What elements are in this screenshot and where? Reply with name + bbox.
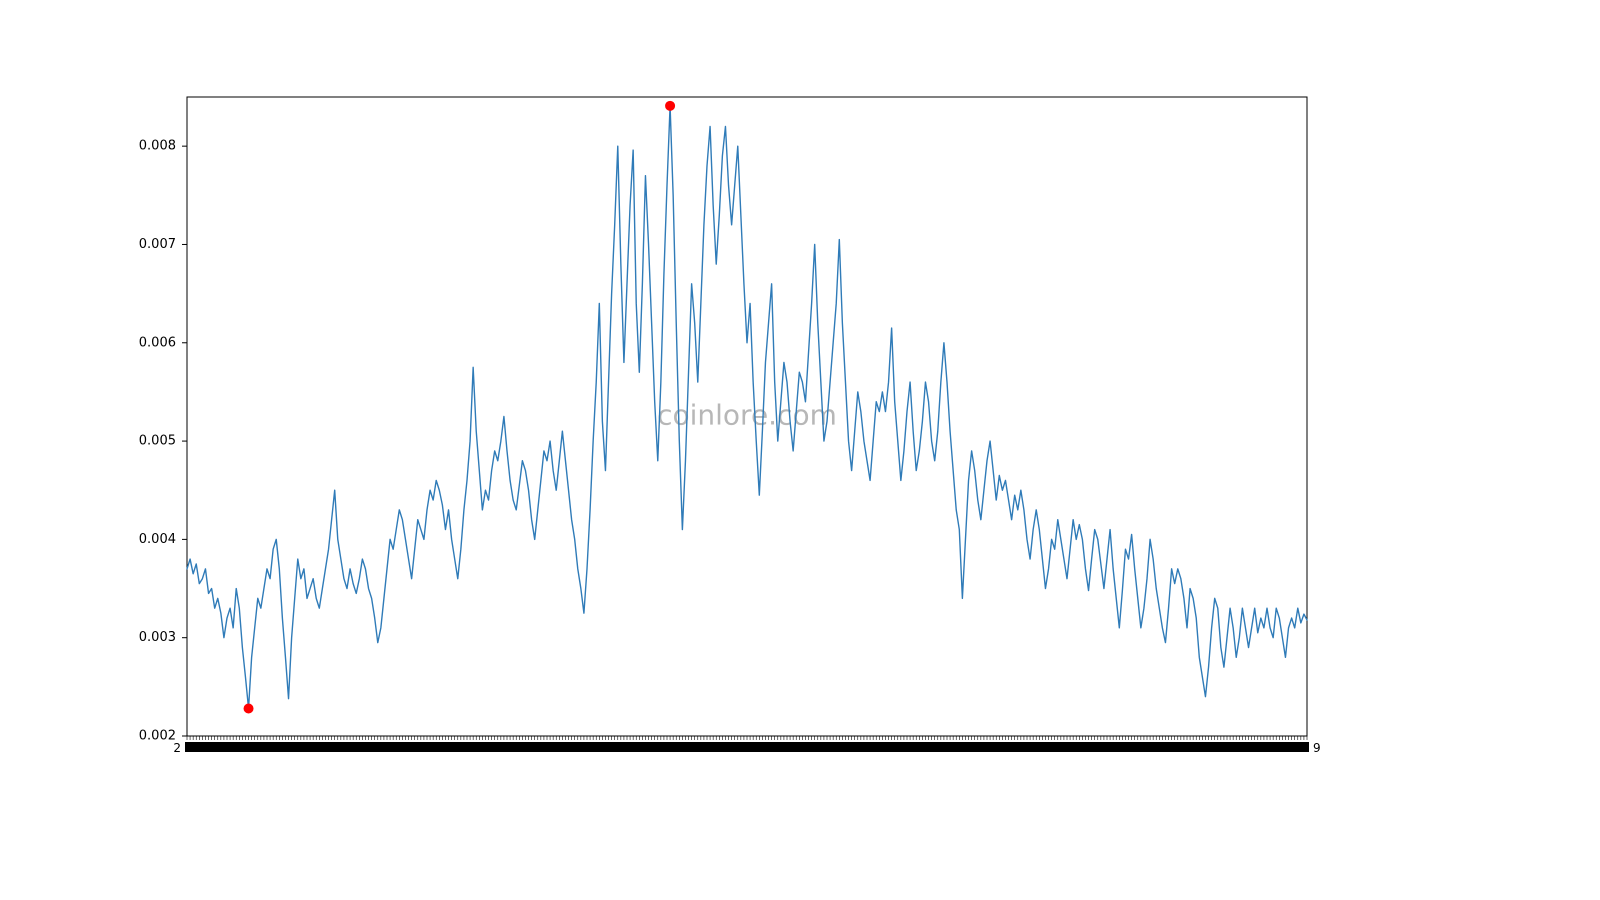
x-label-overlap-band — [185, 742, 1309, 752]
y-tick-label: 0.003 — [139, 630, 176, 645]
price-line-chart: 0.002 0.003 0.004 0.005 0.006 0.007 0.008 2 9 coi… — [0, 0, 1600, 900]
marker-max — [665, 101, 675, 111]
y-tick-label: 0.005 — [139, 434, 176, 449]
x-first-label: 2 — [173, 741, 181, 755]
watermark-text: coinlore.com — [657, 399, 837, 432]
y-tick-label: 0.007 — [139, 237, 176, 252]
marker-min — [244, 703, 254, 713]
chart-background — [0, 0, 1600, 900]
x-last-label: 9 — [1313, 741, 1321, 755]
y-tick-label: 0.002 — [139, 729, 176, 744]
y-tick-label: 0.008 — [139, 139, 176, 154]
y-tick-label: 0.004 — [139, 532, 176, 547]
y-tick-label: 0.006 — [139, 335, 176, 350]
chart-container: 0.002 0.003 0.004 0.005 0.006 0.007 0.008 2 9 coi… — [0, 0, 1600, 900]
